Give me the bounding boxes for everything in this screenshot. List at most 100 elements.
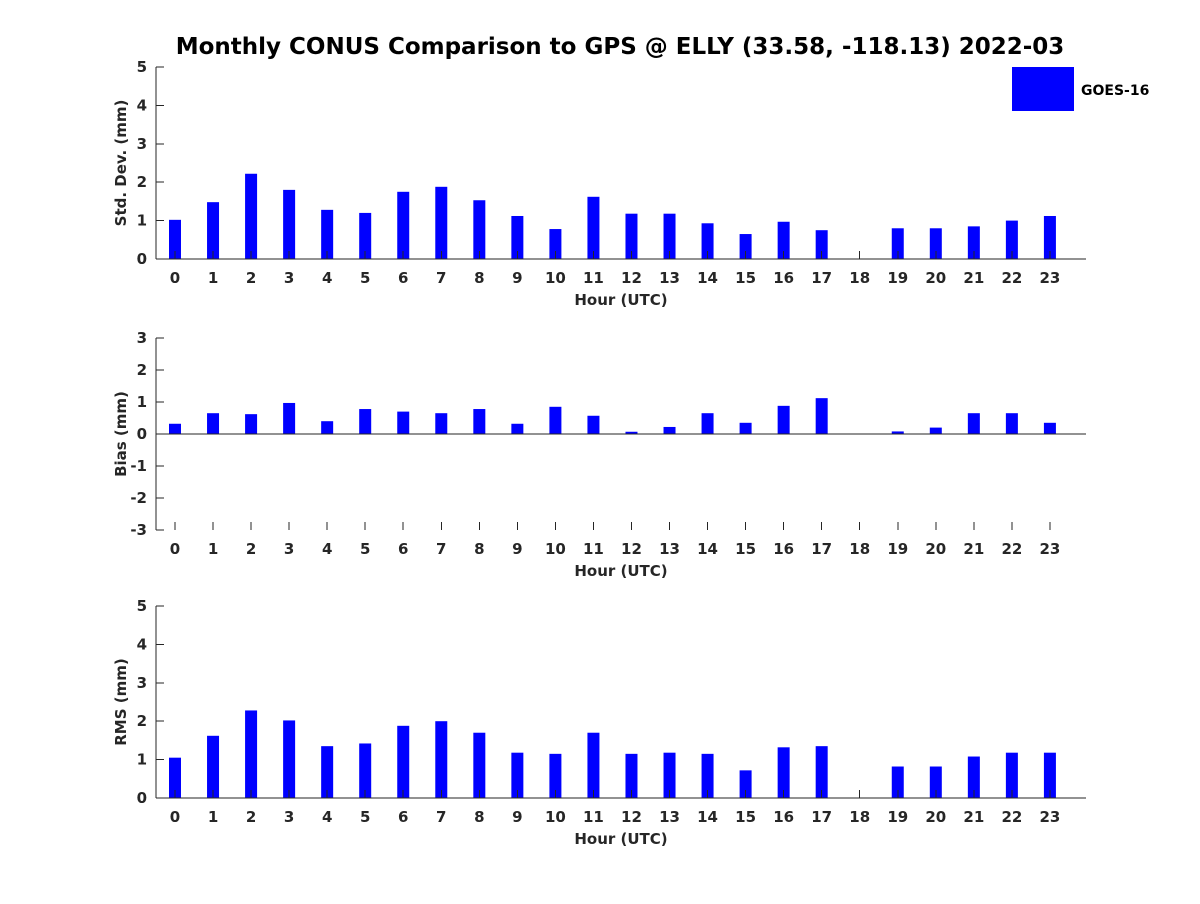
bar-bias-13	[663, 426, 676, 434]
x-tick-label-std-22: 22	[1001, 269, 1022, 287]
x-tick-label-std-1: 1	[208, 269, 218, 287]
x-tick-label-bias-12: 12	[621, 540, 642, 558]
bar-bias-22	[1005, 413, 1018, 434]
bar-std-22	[1005, 220, 1018, 259]
bar-rms-16	[777, 747, 790, 798]
x-tick-label-rms-0: 0	[170, 808, 180, 826]
chart-title: Monthly CONUS Comparison to GPS @ ELLY (…	[176, 34, 1065, 60]
bar-rms-7	[435, 721, 448, 798]
y-tick-label-rms-5: 5	[137, 597, 147, 615]
x-tick-label-std-23: 23	[1039, 269, 1060, 287]
bar-std-11	[587, 196, 600, 259]
x-tick-label-rms-14: 14	[697, 808, 718, 826]
bar-std-0	[169, 219, 181, 259]
x-tick-label-std-16: 16	[773, 269, 794, 287]
bar-bias-3	[283, 402, 296, 434]
y-tick-label-bias--3: -3	[130, 521, 147, 539]
bar-bias-16	[777, 405, 790, 434]
x-tick-label-std-9: 9	[512, 269, 522, 287]
x-tick-label-rms-3: 3	[284, 808, 294, 826]
x-tick-label-rms-5: 5	[360, 808, 370, 826]
bar-bias-15	[739, 422, 752, 434]
x-tick-label-rms-18: 18	[849, 808, 870, 826]
bar-bias-6	[397, 411, 410, 434]
x-tick-label-bias-14: 14	[697, 540, 718, 558]
bar-bias-11	[587, 415, 600, 434]
x-tick-label-std-18: 18	[849, 269, 870, 287]
x-tick-label-rms-22: 22	[1001, 808, 1022, 826]
bar-bias-0	[169, 423, 181, 434]
bar-std-7	[435, 186, 448, 259]
y-axis-label-std: Std. Dev. (mm)	[112, 100, 130, 227]
bar-std-14	[701, 223, 714, 259]
x-tick-label-rms-21: 21	[963, 808, 984, 826]
bar-std-17	[815, 230, 828, 259]
bar-rms-0	[169, 757, 181, 798]
x-tick-label-std-8: 8	[474, 269, 484, 287]
x-tick-label-std-10: 10	[545, 269, 566, 287]
x-tick-label-bias-21: 21	[963, 540, 984, 558]
bar-std-23	[1043, 215, 1056, 259]
bar-rms-10	[549, 753, 562, 798]
x-tick-label-std-4: 4	[322, 269, 332, 287]
x-tick-label-bias-2: 2	[246, 540, 256, 558]
x-axis-label-bias: Hour (UTC)	[574, 562, 667, 580]
bar-std-8	[473, 200, 486, 259]
bar-bias-20	[929, 427, 942, 434]
bar-rms-19	[891, 766, 904, 798]
bar-std-15	[739, 234, 752, 259]
bar-rms-5	[359, 743, 372, 798]
x-tick-label-rms-2: 2	[246, 808, 256, 826]
y-tick-label-std-2: 2	[137, 173, 147, 191]
x-tick-label-std-14: 14	[697, 269, 718, 287]
bar-std-9	[511, 215, 524, 259]
x-tick-label-std-20: 20	[925, 269, 946, 287]
x-axis-label-rms: Hour (UTC)	[574, 830, 667, 848]
x-tick-label-bias-6: 6	[398, 540, 408, 558]
x-tick-label-std-21: 21	[963, 269, 984, 287]
x-tick-label-bias-1: 1	[208, 540, 218, 558]
x-tick-label-std-0: 0	[170, 269, 180, 287]
x-tick-label-std-5: 5	[360, 269, 370, 287]
bar-rms-15	[739, 770, 752, 798]
bar-std-1	[207, 202, 220, 259]
y-tick-label-std-4: 4	[137, 96, 147, 114]
x-tick-label-bias-4: 4	[322, 540, 332, 558]
y-axis-label-bias: Bias (mm)	[112, 391, 130, 477]
bar-rms-3	[283, 720, 296, 798]
x-tick-label-rms-9: 9	[512, 808, 522, 826]
x-tick-label-rms-19: 19	[887, 808, 908, 826]
x-tick-label-std-6: 6	[398, 269, 408, 287]
y-tick-label-bias-2: 2	[137, 361, 147, 379]
legend-label: GOES-16	[1081, 83, 1149, 99]
y-tick-label-bias--1: -1	[130, 457, 147, 475]
x-tick-label-std-13: 13	[659, 269, 680, 287]
bar-bias-12	[625, 431, 638, 434]
bar-rms-20	[929, 766, 942, 798]
x-tick-label-rms-8: 8	[474, 808, 484, 826]
bar-bias-17	[815, 398, 828, 434]
x-tick-label-bias-22: 22	[1001, 540, 1022, 558]
x-axis-label-std: Hour (UTC)	[574, 291, 667, 309]
x-tick-label-bias-15: 15	[735, 540, 756, 558]
y-tick-label-rms-4: 4	[137, 635, 147, 653]
x-tick-label-rms-20: 20	[925, 808, 946, 826]
x-tick-label-bias-0: 0	[170, 540, 180, 558]
x-tick-label-bias-18: 18	[849, 540, 870, 558]
bar-std-6	[397, 191, 410, 259]
x-tick-label-bias-10: 10	[545, 540, 566, 558]
x-tick-label-rms-4: 4	[322, 808, 332, 826]
x-tick-label-bias-9: 9	[512, 540, 522, 558]
bar-std-19	[891, 228, 904, 259]
bar-rms-8	[473, 732, 486, 798]
x-tick-label-rms-7: 7	[436, 808, 446, 826]
bar-std-10	[549, 229, 562, 259]
y-tick-label-std-0: 0	[137, 250, 147, 268]
x-tick-label-rms-12: 12	[621, 808, 642, 826]
bar-rms-6	[397, 725, 410, 798]
